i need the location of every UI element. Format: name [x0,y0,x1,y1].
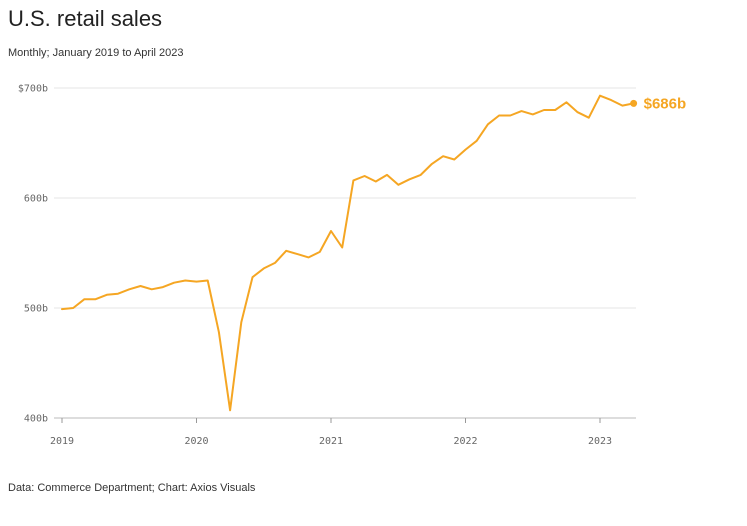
y-tick-label: 600b [24,194,48,205]
series-line-retail-sales [61,94,635,412]
chart-subtitle: Monthly; January 2019 to April 2023 [8,47,184,59]
x-tick-label: 2021 [319,436,343,447]
gridlines [54,87,636,419]
chart-source: Data: Commerce Department; Chart: Axios … [8,482,256,494]
axes: 400b 500b 600b $700b 2019 2020 2021 2022 2023 [18,84,636,447]
series-layer [61,94,638,412]
x-tick-label: 2020 [184,436,208,447]
chart-title: U.S. retail sales [8,6,163,31]
y-tick-label: $700b [18,84,48,95]
x-tick-label: 2022 [453,436,477,447]
x-tick-label: 2023 [588,436,612,447]
x-tick-label: 2019 [50,436,74,447]
y-tick-label: 400b [24,414,48,425]
end-value-label: $686b [644,95,687,112]
labels: $686b [644,95,687,112]
end-point-marker [630,99,638,107]
y-tick-label: 500b [24,304,48,315]
